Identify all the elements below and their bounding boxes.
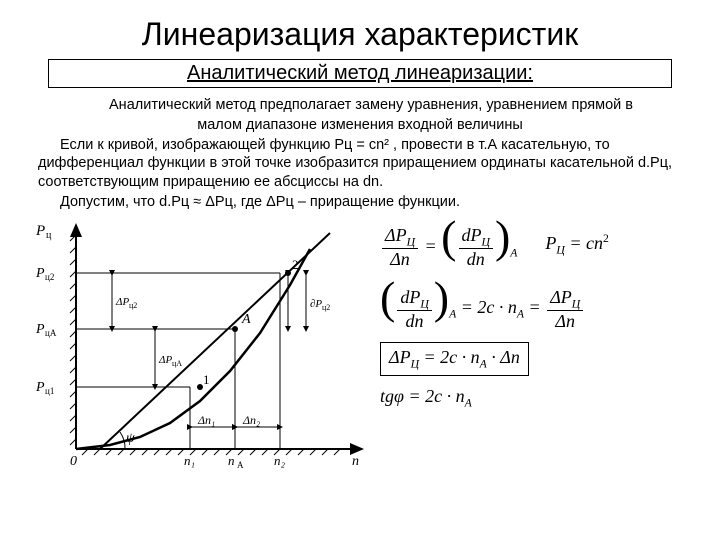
eq-2: PЦ = cn2 [545,232,608,257]
svg-text:P: P [35,266,45,281]
svg-text:Δn₁: Δn₁ [197,413,215,427]
eq-5: tgφ = 2c · nА [380,386,690,410]
svg-text:0: 0 [70,454,77,469]
svg-text:цА: цА [172,359,182,368]
para-2: Если к кривой, изображающей функцию Pц =… [38,136,682,190]
para-1b: малом диапазоне изменения входной величи… [38,116,682,134]
svg-text:n₂: n₂ [274,453,286,468]
svg-text:ψ: ψ [126,431,135,446]
svg-text:n: n [352,454,359,469]
svg-text:цА: цА [45,328,57,338]
page-title: Линеаризация характеристик [30,16,690,53]
para-1a: Аналитический метод предполагает замену … [38,96,682,114]
svg-text:P: P [35,223,45,239]
subtitle-text: Аналитический метод линеаризации: [187,62,533,84]
svg-text:∂P: ∂P [310,298,322,310]
body-text: Аналитический метод предполагает замену … [38,96,682,211]
svg-text:n: n [228,453,235,468]
para-3: Допустим, что d.Pц ≈ ΔРц, где ΔРц – прир… [38,193,682,211]
svg-text:P: P [35,322,45,337]
eq-3: (dPЦdn)А = 2c · nА = ΔPЦΔn [380,280,690,332]
svg-text:Δn₂: Δn₂ [242,413,260,427]
svg-text:1: 1 [203,372,210,387]
chart-figure: ψ A 1 2 Δn₁ Δn₂ ∂P ц2 ΔP [30,219,370,474]
svg-text:ц2: ц2 [322,303,330,312]
equations: ΔPЦΔn = (dPЦdn)А PЦ = cn2 (dPЦdn)А = 2c … [380,219,690,474]
svg-text:А: А [237,460,244,470]
svg-text:ц1: ц1 [45,386,54,396]
svg-text:ц2: ц2 [129,301,137,310]
eq-1: ΔPЦΔn = (dPЦdn)А [380,219,517,271]
svg-text:ц2: ц2 [45,272,54,282]
svg-text:ц: ц [46,230,52,241]
svg-text:ΔP: ΔP [158,354,172,366]
svg-text:ΔP: ΔP [115,296,129,308]
eq-4: ΔPЦ = 2c · nА · Δn [380,342,690,376]
svg-text:A: A [241,312,251,327]
eq-row-1: ΔPЦΔn = (dPЦdn)А PЦ = cn2 [380,219,690,271]
svg-text:n₁: n₁ [184,453,195,468]
subtitle-box: Аналитический метод линеаризации: [48,59,672,88]
svg-text:P: P [35,380,45,395]
svg-text:2: 2 [292,257,299,272]
